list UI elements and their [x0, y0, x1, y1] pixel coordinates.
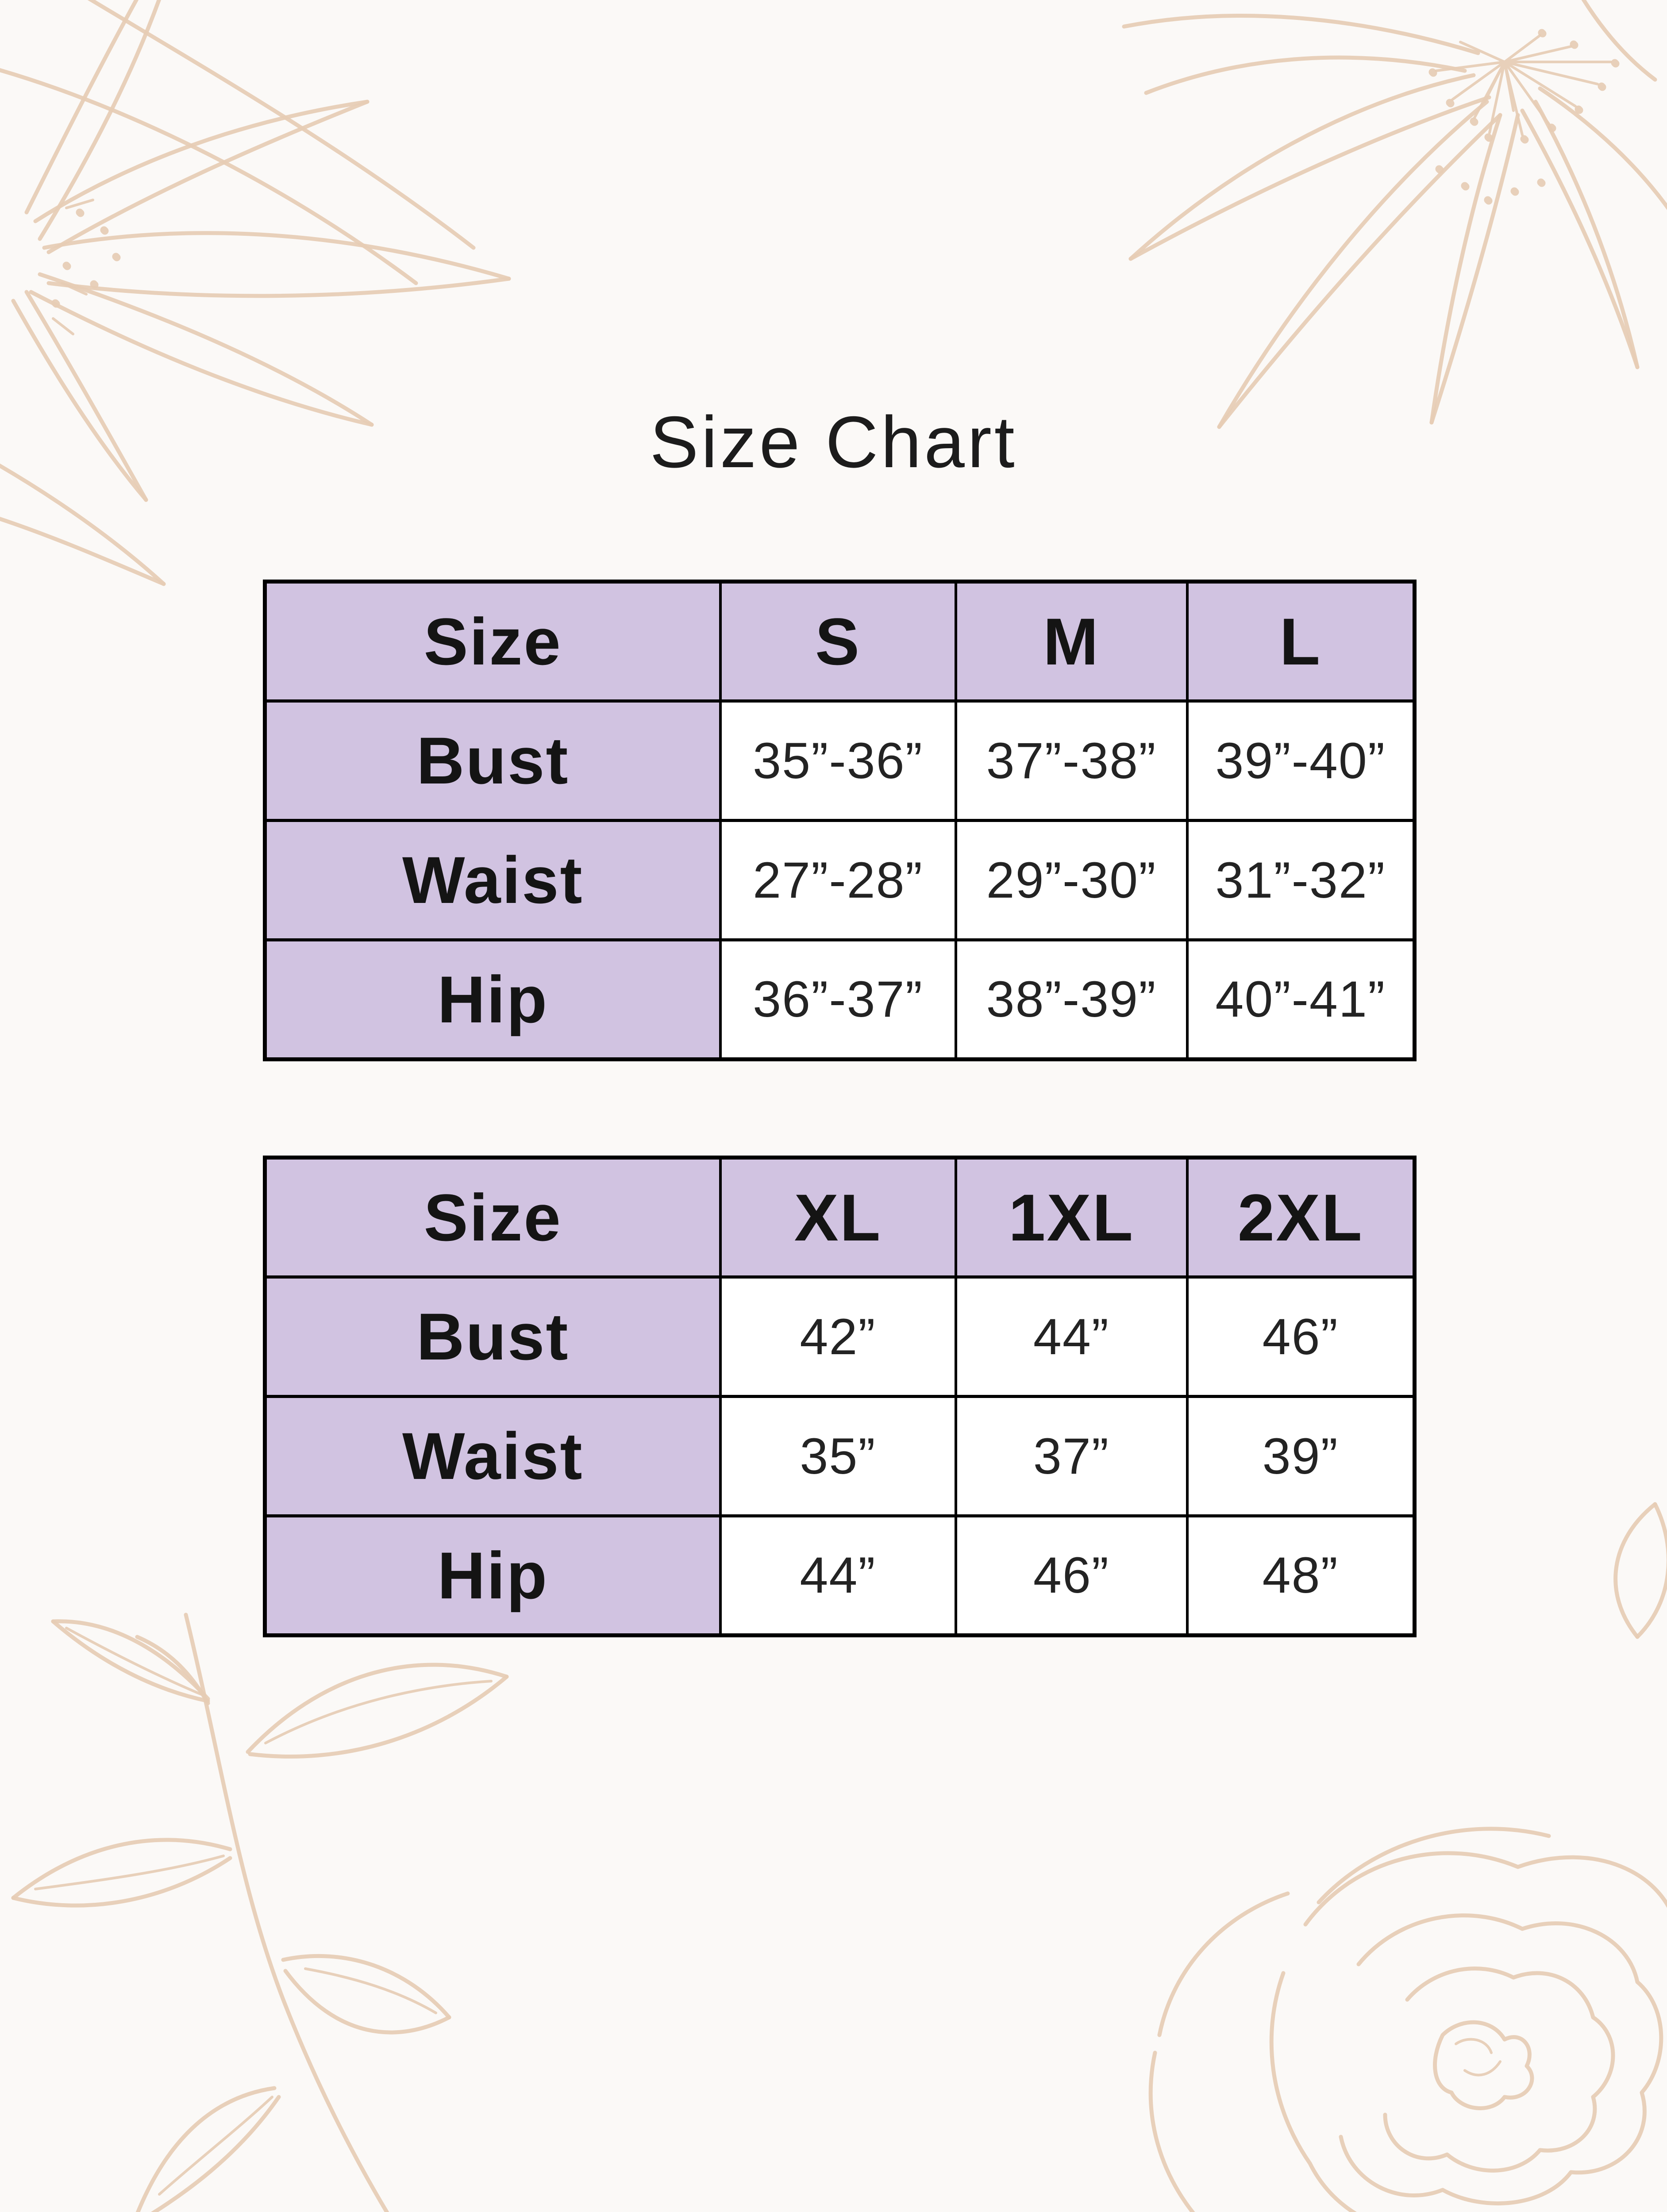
size-table-xl-1xl-2xl: Size XL 1XL 2XL Bust 42” 44” 46” Waist 3… [263, 1156, 1417, 1637]
column-header-1xl: 1XL [954, 1156, 1189, 1279]
size-value-cell: 39” [1186, 1395, 1416, 1517]
size-value-cell: 37” [954, 1395, 1189, 1517]
floral-bottom-right-decoration [1148, 1502, 1667, 2212]
column-header-l: L [1186, 580, 1416, 703]
size-value-cell: 35”-36” [719, 699, 957, 822]
size-value-cell: 40”-41” [1186, 938, 1416, 1061]
size-value-cell: 31”-32” [1186, 819, 1416, 941]
page-title: Size Chart [650, 401, 1017, 483]
size-value-cell: 29”-30” [954, 819, 1189, 941]
row-label-hip: Hip [263, 938, 722, 1061]
column-header-xl: XL [719, 1156, 957, 1279]
table-row-waist: Waist 35” 37” 39” [263, 1395, 1416, 1517]
table-row-hip: Hip 36”-37” 38”-39” 40”-41” [263, 938, 1416, 1061]
size-value-cell: 39”-40” [1186, 699, 1416, 822]
size-value-cell: 46” [1186, 1275, 1416, 1398]
row-label-hip: Hip [263, 1514, 722, 1637]
column-header-size: Size [263, 1156, 722, 1279]
size-value-cell: 44” [954, 1275, 1189, 1398]
floral-top-left-decoration [0, 0, 511, 586]
size-value-cell: 48” [1186, 1514, 1416, 1637]
size-value-cell: 38”-39” [954, 938, 1189, 1061]
size-value-cell: 36”-37” [719, 938, 957, 1061]
table-row-waist: Waist 27”-28” 29”-30” 31”-32” [263, 819, 1416, 941]
table-row-bust: Bust 42” 44” 46” [263, 1275, 1416, 1398]
size-value-cell: 27”-28” [719, 819, 957, 941]
column-header-m: M [954, 580, 1189, 703]
table-header-row: Size XL 1XL 2XL [263, 1156, 1416, 1279]
column-header-2xl: 2XL [1186, 1156, 1416, 1279]
size-value-cell: 37”-38” [954, 699, 1189, 822]
row-label-waist: Waist [263, 1395, 722, 1517]
column-header-size: Size [263, 580, 722, 703]
size-value-cell: 46” [954, 1514, 1189, 1637]
table-header-row: Size S M L [263, 580, 1416, 703]
size-value-cell: 44” [719, 1514, 957, 1637]
row-label-bust: Bust [263, 699, 722, 822]
size-value-cell: 42” [719, 1275, 957, 1398]
table-row-hip: Hip 44” 46” 48” [263, 1514, 1416, 1637]
size-value-cell: 35” [719, 1395, 957, 1517]
table-row-bust: Bust 35”-36” 37”-38” 39”-40” [263, 699, 1416, 822]
size-table-s-m-l: Size S M L Bust 35”-36” 37”-38” 39”-40” … [263, 580, 1417, 1061]
column-header-s: S [719, 580, 957, 703]
row-label-bust: Bust [263, 1275, 722, 1398]
floral-bottom-left-decoration [11, 1613, 509, 2212]
row-label-waist: Waist [263, 819, 722, 941]
floral-top-right-decoration [1122, 0, 1667, 429]
